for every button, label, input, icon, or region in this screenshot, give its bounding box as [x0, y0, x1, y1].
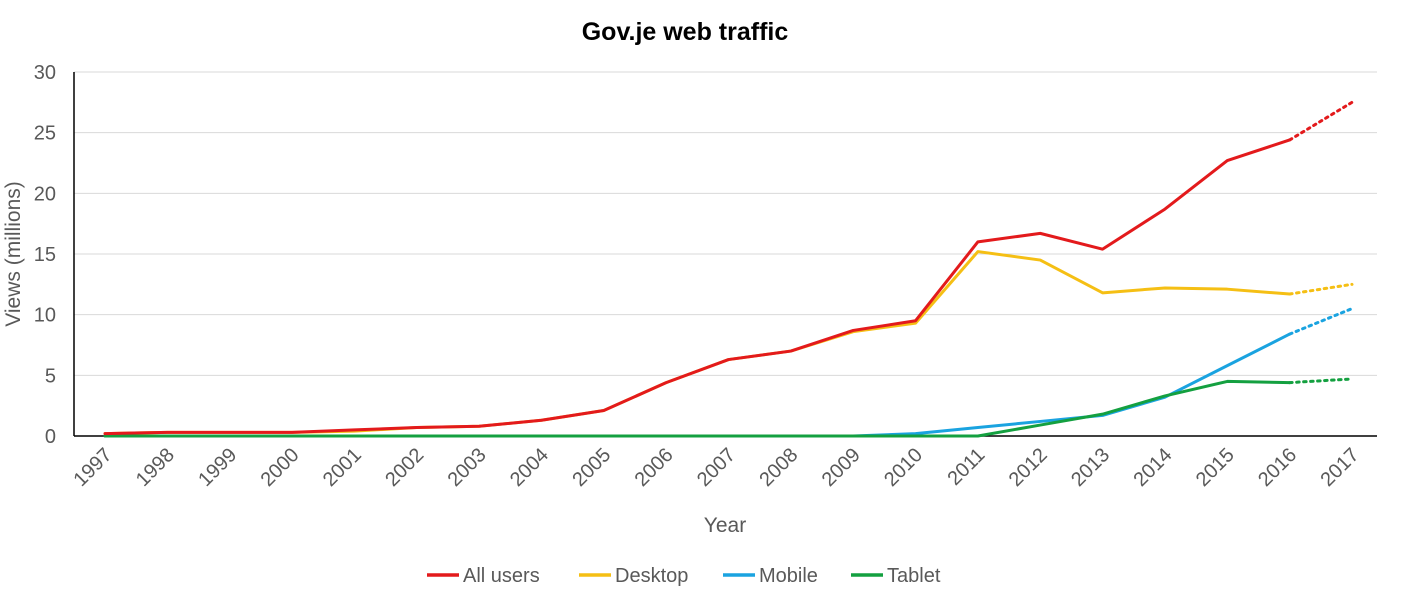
- gridlines: [74, 71, 1377, 376]
- x-tick-labels: 1997 1998 1999 2000 2001 2002 2003 2004 2005 2006…: [70, 444, 1364, 491]
- x-axis-label: Year: [704, 514, 746, 537]
- series-projection: [1288, 377, 1354, 385]
- series-desktop: [103, 250, 1354, 436]
- chart-title: Gov.je web traffic: [582, 18, 789, 46]
- y-tick-labels: 0 5 10 15 20 25 30: [34, 62, 56, 448]
- x-tick-label: 1998: [132, 444, 179, 491]
- y-tick-label: 5: [45, 365, 56, 387]
- x-tick-label: 2016: [1254, 444, 1301, 491]
- legend-item: Desktop: [579, 565, 688, 587]
- x-tick-label: 2007: [693, 444, 740, 491]
- x-tick-label: 2002: [381, 444, 428, 491]
- x-tick-label: 2008: [755, 444, 802, 491]
- x-tick-label: 2000: [257, 444, 304, 491]
- y-tick-label: 10: [34, 305, 56, 327]
- x-tick-label: 2003: [444, 444, 491, 491]
- x-tick-label: 2005: [568, 444, 615, 491]
- series-all-users: [103, 100, 1354, 436]
- x-tick-label: 2004: [506, 444, 553, 491]
- legend-label: Mobile: [759, 565, 818, 587]
- series-projection: [1288, 100, 1354, 142]
- x-tick-label: 2017: [1317, 444, 1364, 491]
- y-tick-label: 25: [34, 123, 56, 145]
- y-tick-label: 30: [34, 62, 56, 84]
- series-tablet: [103, 377, 1354, 438]
- y-tick-label: 0: [45, 426, 56, 448]
- series-projection: [1288, 307, 1354, 336]
- x-tick-label: 2009: [818, 444, 865, 491]
- legend: All users Desktop Mobile Tablet: [427, 565, 941, 587]
- x-tick-label: 2014: [1129, 444, 1176, 491]
- x-tick-label: 1999: [194, 444, 241, 491]
- x-tick-label: 2013: [1067, 444, 1114, 491]
- legend-label: All users: [463, 565, 540, 587]
- x-tick-label: 2015: [1192, 444, 1239, 491]
- x-tick-label: 2011: [943, 444, 989, 490]
- legend-item: All users: [427, 565, 540, 587]
- series-lines: [103, 100, 1354, 438]
- series-line: [103, 250, 1292, 436]
- series-line: [103, 332, 1292, 438]
- y-axis-label: Views (millions): [2, 181, 25, 326]
- series-line: [103, 379, 1292, 438]
- y-tick-label: 20: [34, 183, 56, 205]
- legend-item: Tablet: [851, 565, 941, 587]
- series-mobile: [103, 307, 1354, 438]
- series-projection: [1288, 282, 1354, 296]
- x-tick-label: 1997: [70, 444, 117, 491]
- x-tick-label: 2006: [631, 444, 678, 491]
- legend-label: Tablet: [887, 565, 941, 587]
- series-line: [103, 138, 1292, 436]
- legend-label: Desktop: [615, 565, 688, 587]
- x-tick-label: 2010: [880, 444, 927, 491]
- x-tick-label: 2012: [1005, 444, 1052, 491]
- y-tick-label: 15: [34, 244, 56, 266]
- legend-item: Mobile: [723, 565, 818, 587]
- x-tick-label: 2001: [319, 444, 366, 491]
